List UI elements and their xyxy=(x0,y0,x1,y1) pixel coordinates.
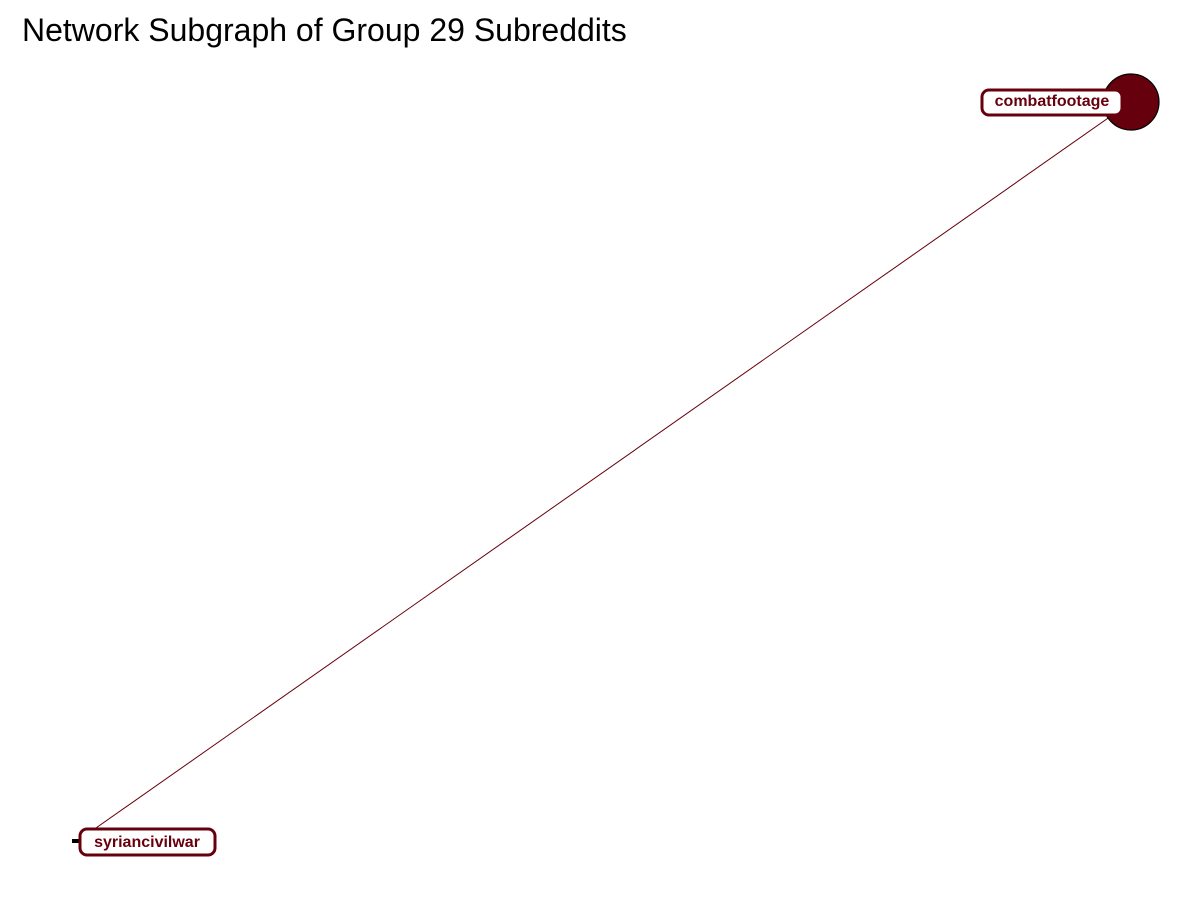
graph-node-combatfootage[interactable]: combatfootage xyxy=(980,73,1160,131)
graph-node-syriancivilwar[interactable]: syriancivilwar xyxy=(72,827,217,857)
node-marker xyxy=(72,839,79,843)
page-title: Network Subgraph of Group 29 Subreddits xyxy=(22,12,627,48)
node-label-box xyxy=(78,827,217,857)
node-label: syriancivilwar xyxy=(94,834,200,851)
graph-edge xyxy=(75,101,1132,843)
node-label: combatfootage xyxy=(995,93,1110,110)
node-label-box xyxy=(980,88,1124,117)
